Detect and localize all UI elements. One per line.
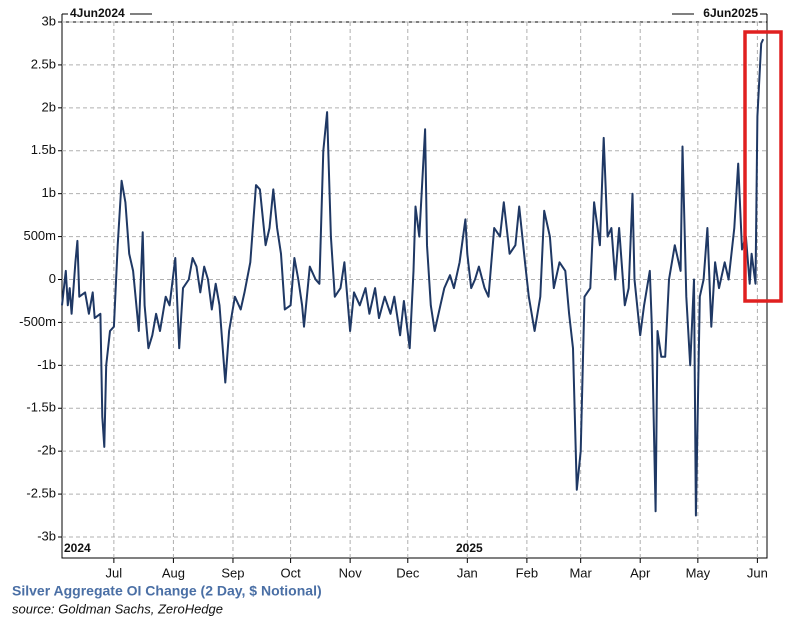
x-tick-label: Aug xyxy=(162,565,185,580)
y-tick-label: -1b xyxy=(37,357,56,372)
x-tick-label: Jan xyxy=(457,565,478,580)
highlight-box xyxy=(743,30,783,303)
x-tick-label: Sep xyxy=(221,565,244,580)
data-line xyxy=(61,38,765,517)
y-tick-label: -500m xyxy=(19,314,56,329)
chart-title: Silver Aggregate OI Change (2 Day, $ Not… xyxy=(12,583,322,599)
y-tick-label: 3b xyxy=(42,13,56,28)
range-start: 4Jun2024 xyxy=(70,6,125,20)
y-tick-label: 2.5b xyxy=(31,56,56,71)
y-tick-label: -2.5b xyxy=(26,486,56,501)
x-tick-label: Dec xyxy=(396,565,420,580)
y-tick-label: -2b xyxy=(37,443,56,458)
year-label: 2025 xyxy=(456,541,483,555)
range-end: 6Jun2025 xyxy=(703,6,758,20)
x-tick-label: May xyxy=(686,565,711,580)
y-tick-label: 1b xyxy=(42,185,56,200)
x-tick-label: Jul xyxy=(106,565,123,580)
x-tick-label: Apr xyxy=(630,565,651,580)
x-tick-label: Feb xyxy=(516,565,538,580)
y-tick-label: 1.5b xyxy=(31,142,56,157)
year-label: 2024 xyxy=(64,541,91,555)
y-tick-label: -1.5b xyxy=(26,400,56,415)
plot-frame xyxy=(61,21,768,559)
y-tick-label: -3b xyxy=(37,528,56,543)
y-tick-label: 2b xyxy=(42,99,56,114)
y-tick-label: 0 xyxy=(49,271,56,286)
y-tick-label: 500m xyxy=(23,228,56,243)
x-tick-label: Nov xyxy=(339,565,363,580)
x-tick-label: Oct xyxy=(280,565,301,580)
source: source: Goldman Sachs, ZeroHedge xyxy=(12,601,223,616)
x-tick-label: Mar xyxy=(569,565,592,580)
x-tick-label: Jun xyxy=(747,565,768,580)
